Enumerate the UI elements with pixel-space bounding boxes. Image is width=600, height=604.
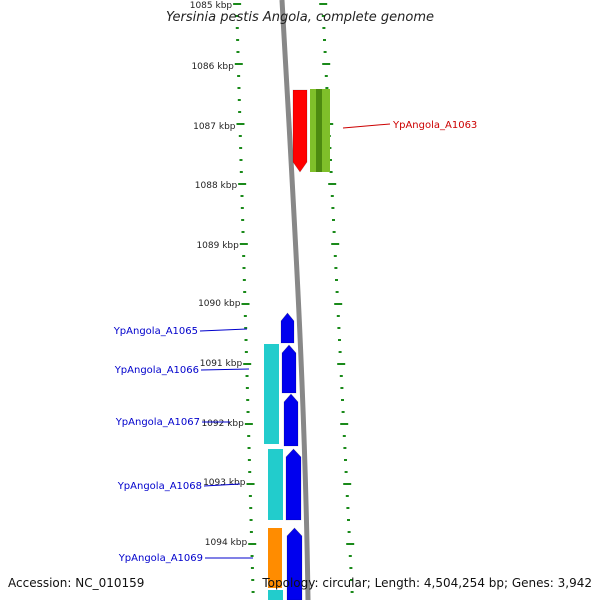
kbp-label: 1092 kbp (201, 419, 244, 429)
label-leader-line (342, 123, 391, 129)
accession-text: Accession: NC_010159 (8, 576, 145, 590)
label-leader-line (199, 328, 248, 332)
gene-labels: YpAngola_A1063 YpAngola_A1065 YpAngola_A10… (113, 120, 478, 564)
label-leader-line (200, 368, 250, 371)
kbp-label: 1085 kbp (190, 1, 233, 11)
gene-label: YpAngola_A1067 (115, 417, 200, 428)
kbp-label: 1088 kbp (195, 181, 238, 191)
kbp-label: 1093 kbp (203, 478, 246, 488)
gene-ypangola-a1065 (280, 312, 295, 344)
kbp-label: 1090 kbp (198, 299, 241, 309)
gene-cyan-block (268, 449, 283, 520)
gene-blue (283, 393, 299, 447)
kbp-label: 1086 kbp (191, 62, 234, 72)
page-title: Yersinia pestis Angola, complete genome (166, 10, 434, 25)
label-leader-lines (199, 123, 391, 559)
gene-blue (285, 448, 302, 521)
label-leader-line (203, 483, 241, 487)
gene-label: YpAngola_A1069 (118, 553, 203, 564)
gene-features (264, 89, 330, 601)
gene-label: YpAngola_A1066 (114, 365, 199, 376)
genome-backbone (279, 0, 311, 601)
gene-label: YpAngola_A1068 (117, 481, 202, 492)
kbp-label: 1091 kbp (200, 359, 243, 369)
gene-blue (286, 527, 303, 601)
gene-cyan-block (268, 590, 283, 600)
gene-label: YpAngola_A1065 (113, 326, 198, 337)
inner-scale-ticks (233, 3, 257, 593)
kbp-label: 1087 kbp (193, 122, 236, 132)
topology-text: Topology: circular; Length: 4,504,254 bp… (262, 576, 592, 590)
gene-lime-shade (316, 89, 322, 172)
gene-orange-block (268, 528, 282, 588)
kbp-scale-labels: 1085 kbp 1086 kbp 1087 kbp 1088 kbp 1089 kbp… (190, 1, 248, 548)
gene-label: YpAngola_A1063 (392, 120, 477, 131)
gene-blue (281, 344, 297, 394)
kbp-label: 1094 kbp (205, 538, 248, 548)
kbp-label: 1089 kbp (196, 241, 239, 251)
gene-ypangola-a1063 (292, 89, 308, 173)
gene-cyan-block (264, 344, 279, 444)
